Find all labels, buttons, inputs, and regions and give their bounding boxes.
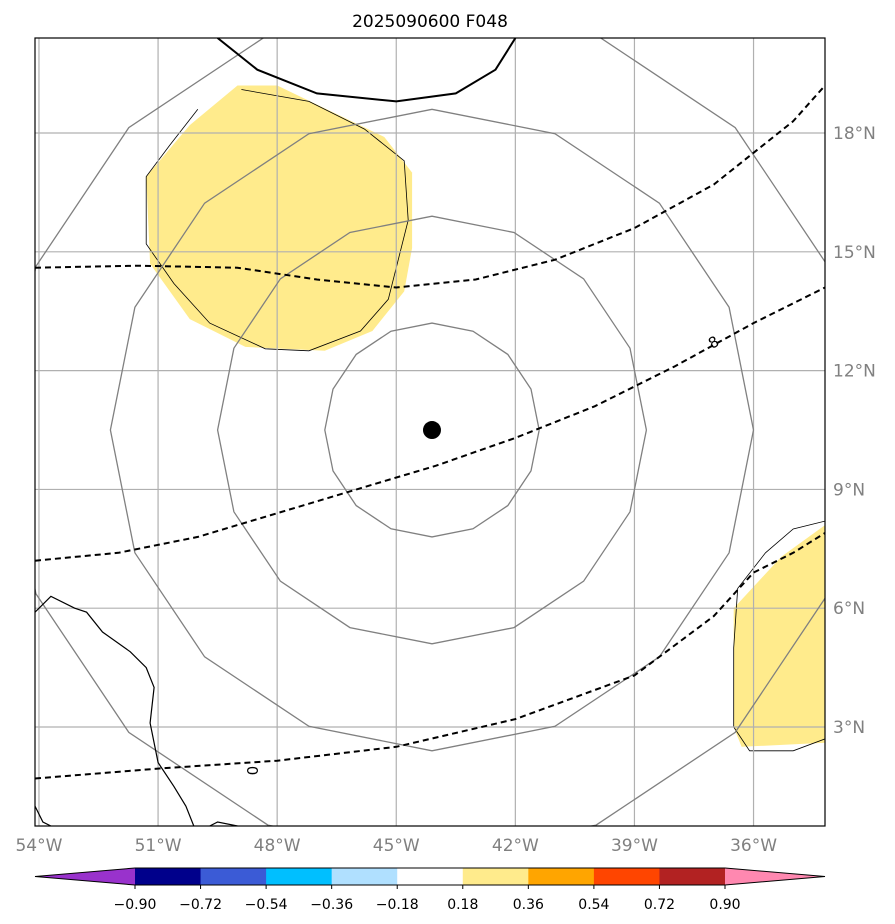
coastline-segment [209,821,238,826]
map-frame [34,37,826,827]
latitude-tick-label: 9°N [833,480,865,500]
map-area: 80 [35,38,825,826]
colorbar-segment [462,868,529,885]
dashed-contour [35,532,825,780]
contours: 80 [35,38,825,780]
longitude-tick-label: 36°W [730,836,777,856]
gridlines [35,38,825,826]
range-ring [216,215,648,645]
longitude-tick-label: 51°W [135,836,182,856]
colorbar-tick-label: −0.36 [310,897,353,913]
colorbar-tick-label: −0.90 [114,897,157,913]
colorbar-tick-label: −0.72 [179,897,222,913]
longitude-tick-label: 45°W [373,836,420,856]
shaded-region-outline [145,89,409,352]
colorbar-tick-label: 0.72 [644,897,675,913]
range-ring [109,108,755,752]
figure-title: 2025090600 F048 [352,12,508,32]
shaded-region [733,525,825,747]
longitude-labels: 54°W 51°W 48°W 45°W 42°W 39°W 36°W [15,836,777,856]
latitude-labels: 18°N 15°N 12°N 9°N 6°N 3°N [833,124,876,738]
dashed-contour [35,84,825,289]
colorbar-segment [331,868,398,885]
range-ring [35,38,825,826]
colorbar-tick-label: 0.54 [578,897,609,913]
shaded-region-outline [733,520,825,752]
colorbar-upper-extension [725,868,825,885]
coastline [35,595,238,826]
colorbar-segment [266,868,333,885]
colorbar-segment [528,868,595,885]
colorbar-tick-label: −0.54 [245,897,288,913]
colorbar-segment [200,868,267,885]
latitude-tick-label: 12°N [833,362,876,382]
colorbar-lower-extension [35,868,135,885]
colorbar-segment [135,868,202,885]
colorbar-tick-label: −0.18 [376,897,419,913]
latitude-tick-label: 3°N [833,718,865,738]
colorbar-segment [659,868,726,885]
range-ring [324,322,540,538]
colorbar: −0.90 −0.72 −0.54 −0.36 −0.18 0.18 0.36 0.54 0.7… [34,867,826,913]
center-marker-layer [422,421,441,440]
shaded-regions [146,85,825,747]
colorbar-segment [593,868,660,885]
shaded-region-outlines [145,89,825,752]
storm-center-marker [422,421,441,440]
solid-contour [216,38,517,103]
latitude-tick-label: 18°N [833,124,876,144]
longitude-tick-label: 39°W [611,836,658,856]
contour-label: 0 [244,766,262,776]
shaded-region [146,85,413,351]
longitude-tick-label: 42°W [492,836,539,856]
coastline-segment [35,595,195,826]
colorbar-tick-label: 0.90 [709,897,740,913]
dashed-contour [35,286,825,562]
coastline-segment [35,805,52,826]
range-rings [35,38,825,826]
latitude-tick-label: 6°N [833,599,865,619]
longitude-tick-label: 48°W [254,836,301,856]
colorbar-tick-label: 0.36 [513,897,544,913]
colorbar-tick-label: 0.18 [447,897,478,913]
colorbar-segment [397,868,464,885]
longitude-tick-label: 54°W [15,836,62,856]
latitude-tick-label: 15°N [833,243,876,263]
